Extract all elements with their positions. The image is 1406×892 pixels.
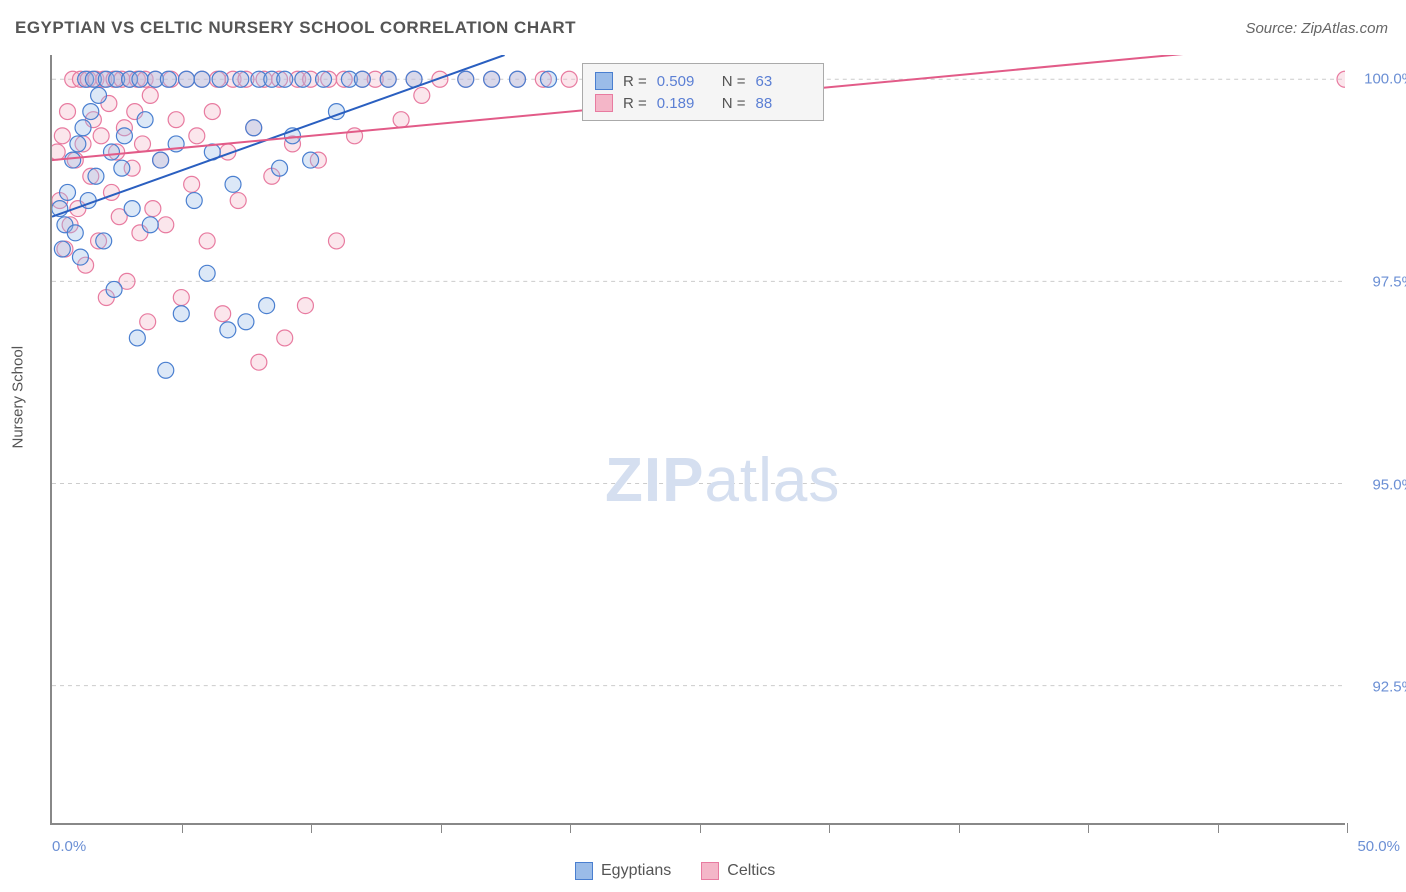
r-value-celtics: 0.189 xyxy=(657,95,712,112)
legend-stats-row-egyptians: R = 0.509 N = 63 xyxy=(595,70,811,92)
swatch-celtics xyxy=(595,94,613,112)
chart-container: EGYPTIAN VS CELTIC NURSERY SCHOOL CORREL… xyxy=(0,0,1406,892)
y-tick-label: 92.5% xyxy=(1372,679,1406,696)
n-value-celtics: 88 xyxy=(756,95,811,112)
y-axis-title: Nursery School xyxy=(10,346,27,449)
y-tick-label: 100.0% xyxy=(1364,71,1406,88)
swatch-celtics-bottom xyxy=(701,862,719,880)
legend-item-celtics: Celtics xyxy=(701,862,775,880)
n-label: N = xyxy=(722,73,746,90)
x-tick xyxy=(570,823,571,833)
n-value-egyptians: 63 xyxy=(756,73,811,90)
x-tick xyxy=(1347,823,1348,833)
legend-label-egyptians: Egyptians xyxy=(601,862,671,880)
n-label: N = xyxy=(722,95,746,112)
x-tick xyxy=(182,823,183,833)
bottom-legend: Egyptians Celtics xyxy=(575,862,775,880)
r-value-egyptians: 0.509 xyxy=(657,73,712,90)
source-label: Source: ZipAtlas.com xyxy=(1245,20,1388,37)
chart-svg xyxy=(52,55,1345,823)
r-label: R = xyxy=(623,95,647,112)
y-tick-label: 97.5% xyxy=(1372,273,1406,290)
x-tick xyxy=(700,823,701,833)
swatch-egyptians-bottom xyxy=(575,862,593,880)
r-label: R = xyxy=(623,73,647,90)
chart-title: EGYPTIAN VS CELTIC NURSERY SCHOOL CORREL… xyxy=(15,18,576,38)
x-tick xyxy=(959,823,960,833)
x-tick xyxy=(1218,823,1219,833)
x-tick xyxy=(441,823,442,833)
plot-area: ZIPatlas R = 0.509 N = 63 R = 0.189 N = … xyxy=(50,55,1345,825)
legend-stats-box: R = 0.509 N = 63 R = 0.189 N = 88 xyxy=(582,63,824,121)
x-tick xyxy=(829,823,830,833)
x-tick xyxy=(1088,823,1089,833)
x-axis-max-label: 50.0% xyxy=(1357,838,1400,855)
legend-label-celtics: Celtics xyxy=(727,862,775,880)
x-axis-min-label: 0.0% xyxy=(52,838,86,855)
legend-item-egyptians: Egyptians xyxy=(575,862,671,880)
swatch-egyptians xyxy=(595,72,613,90)
x-tick xyxy=(311,823,312,833)
legend-stats-row-celtics: R = 0.189 N = 88 xyxy=(595,92,811,114)
y-tick-label: 95.0% xyxy=(1372,476,1406,493)
